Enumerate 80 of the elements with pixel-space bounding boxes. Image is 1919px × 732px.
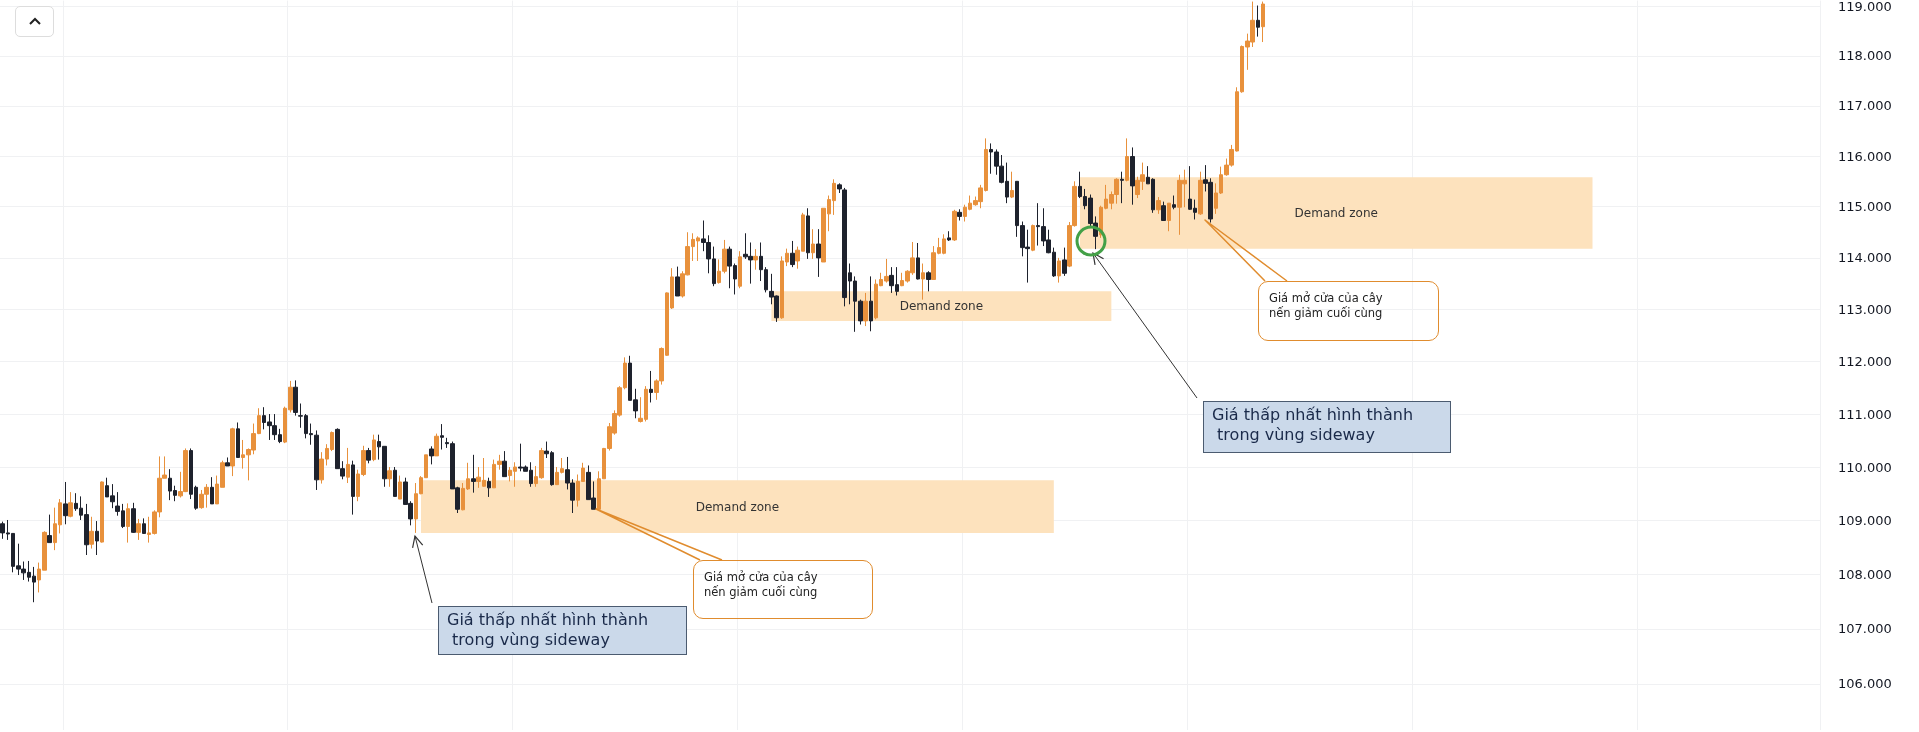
candlestick xyxy=(502,450,507,478)
candlestick xyxy=(947,230,951,242)
candlestick xyxy=(47,514,52,544)
y-tick-label: 110.000 xyxy=(1838,459,1892,475)
annotation: Giá mở cửa của cây nến giảm cuối cùng xyxy=(693,560,873,619)
y-tick-label: 119.000 xyxy=(1838,0,1892,14)
candlestick xyxy=(753,248,758,271)
y-tick-label: 111.000 xyxy=(1838,406,1892,422)
candlestick xyxy=(738,250,742,289)
candlestick xyxy=(1010,171,1014,199)
candlestick xyxy=(1167,202,1171,232)
candlestick xyxy=(372,434,376,462)
candlestick xyxy=(926,270,931,292)
candlestick xyxy=(131,502,136,534)
y-tick-label: 108.000 xyxy=(1838,567,1892,582)
candlestick xyxy=(952,209,957,242)
candlestick xyxy=(434,433,439,457)
annotation: Giá mở cửa của cây nến giảm cuối cùng xyxy=(1258,281,1439,341)
candlestick xyxy=(351,460,355,516)
y-tick-label: 109.000 xyxy=(1838,513,1892,529)
candlestick xyxy=(1172,195,1176,210)
candlestick xyxy=(869,275,873,332)
candlestick xyxy=(68,491,73,518)
candlestick xyxy=(806,207,810,260)
candlestick xyxy=(230,427,235,477)
annotation: Giá thấp nhất hình thành trong vùng sideway xyxy=(438,606,687,655)
y-tick-label: 112.000 xyxy=(1838,354,1892,370)
candlestick xyxy=(863,292,868,327)
candlestick xyxy=(811,228,815,260)
candlestick xyxy=(1125,137,1129,182)
candlestick xyxy=(1261,1,1265,43)
candlestick xyxy=(921,263,925,301)
candlestick xyxy=(1120,171,1124,204)
candlestick xyxy=(1161,201,1166,221)
candlestick xyxy=(210,476,214,505)
candlestick xyxy=(314,429,319,491)
candlestick xyxy=(366,447,371,464)
candlestick xyxy=(1256,5,1260,38)
y-tick-label: 118.000 xyxy=(1838,48,1892,64)
candlestick xyxy=(63,481,68,525)
y-tick-label: 107.000 xyxy=(1838,621,1892,637)
candlestick xyxy=(1031,224,1035,252)
y-tick-label: 114.000 xyxy=(1838,250,1892,266)
candlestick xyxy=(95,520,99,556)
candlestick xyxy=(471,454,476,494)
annotation: Giá thấp nhất hình thành trong vùng sideway xyxy=(1203,401,1451,453)
candlestick xyxy=(387,466,392,488)
candlestick xyxy=(1062,247,1067,277)
candlestick xyxy=(487,477,491,498)
band-label: Demand zone xyxy=(1294,205,1378,220)
candlestick xyxy=(675,266,680,297)
candlestick xyxy=(957,208,962,221)
band-label: Demand zone xyxy=(695,499,780,514)
candlestick xyxy=(1130,146,1135,206)
candlestick xyxy=(225,456,230,467)
y-tick-label: 113.000 xyxy=(1838,301,1892,317)
candlestick xyxy=(429,445,434,465)
y-tick-label: 117.000 xyxy=(1838,98,1892,114)
candlestick xyxy=(398,475,402,500)
candlestick xyxy=(1156,196,1161,215)
candlestick xyxy=(136,518,141,541)
candlestick xyxy=(440,423,444,450)
candlestick xyxy=(142,517,146,535)
candlestick xyxy=(816,228,821,278)
candlestick xyxy=(916,242,920,280)
candlestick xyxy=(649,370,653,403)
band-label: Demand zone xyxy=(899,299,984,314)
candlestick xyxy=(100,480,104,544)
candlestick xyxy=(1057,257,1061,284)
y-tick-label: 115.000 xyxy=(1838,199,1892,215)
candlestick xyxy=(346,447,350,484)
candlestick xyxy=(89,516,94,550)
y-tick-label: 116.000 xyxy=(1838,148,1892,164)
y-tick-label: 106.000 xyxy=(1838,676,1892,692)
candlestick xyxy=(790,240,795,268)
candlestick xyxy=(236,422,240,458)
candlestick xyxy=(1198,171,1203,216)
candlestick xyxy=(293,379,298,417)
candlestick xyxy=(126,502,130,544)
candlestick xyxy=(393,466,397,497)
